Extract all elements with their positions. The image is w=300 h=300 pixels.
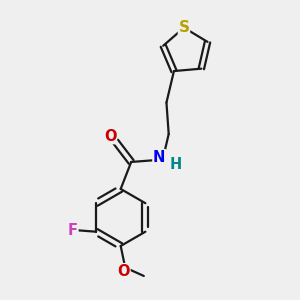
Text: F: F bbox=[68, 223, 78, 238]
Text: O: O bbox=[117, 264, 130, 279]
Text: N: N bbox=[153, 150, 165, 165]
Text: S: S bbox=[178, 20, 190, 35]
Text: H: H bbox=[169, 158, 182, 172]
Text: O: O bbox=[104, 129, 116, 144]
